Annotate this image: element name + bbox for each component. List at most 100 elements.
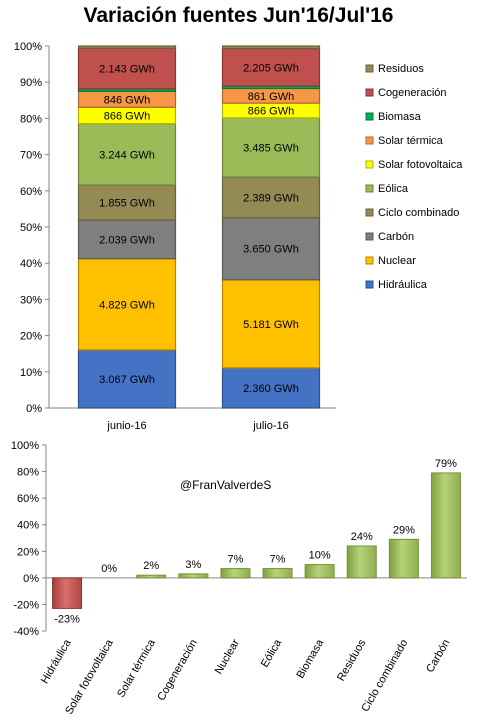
y-tick-label: 20% bbox=[20, 331, 42, 343]
segment-label: 3.485 GWh bbox=[243, 142, 299, 154]
data-label: 79% bbox=[435, 458, 457, 470]
bar-segment bbox=[77, 219, 177, 260]
data-label: 7% bbox=[270, 554, 286, 566]
variation-bar-chart: -40% -20% 0% 20% 40% 60% 80% 100% -23% Hidráulica… bbox=[11, 440, 467, 717]
legend-entry: Solar fotovoltaica bbox=[378, 159, 463, 171]
chart-title: Variación fuentes Jun'16/Jul'16 bbox=[83, 4, 394, 27]
x-category-label: junio-16 bbox=[106, 420, 146, 432]
legend-entry: Nuclear bbox=[378, 255, 416, 267]
y-tick-label: 10% bbox=[20, 367, 42, 379]
variation-bar bbox=[388, 538, 419, 579]
x-category-label: Hidráulica bbox=[39, 637, 74, 686]
y-tick-label: 60% bbox=[20, 186, 42, 198]
data-label: 29% bbox=[393, 524, 415, 536]
author-credit: @FranValverdeS bbox=[180, 478, 271, 492]
legend-entry: Solar térmica bbox=[378, 135, 444, 147]
bar-segment bbox=[221, 217, 321, 281]
segment-label: 866 GWh bbox=[248, 105, 294, 117]
segment-label: 3.244 GWh bbox=[99, 149, 155, 161]
data-label: 2% bbox=[143, 560, 159, 572]
x-category-label: Nuclear bbox=[213, 637, 243, 676]
bar-segment bbox=[221, 176, 321, 219]
variation-bar bbox=[304, 564, 335, 579]
x-category-label: Cogeneración bbox=[155, 638, 200, 703]
x-category-label: Residuos bbox=[335, 637, 369, 683]
legend-swatch bbox=[365, 88, 374, 97]
y-tick-label: 80% bbox=[20, 113, 42, 125]
y-tick-label: 40% bbox=[20, 258, 42, 270]
legend-entry: Biomasa bbox=[378, 111, 422, 123]
y-tick-label: 80% bbox=[17, 467, 39, 479]
data-label: 7% bbox=[227, 554, 243, 566]
legend-entry: Cogeneración bbox=[378, 87, 447, 99]
segment-label: 861 GWh bbox=[248, 91, 294, 103]
segment-label: 2.360 GWh bbox=[243, 383, 299, 395]
y-tick-label: 0% bbox=[23, 573, 39, 585]
variation-bar bbox=[220, 568, 251, 579]
x-category-label: Ciclo combinado bbox=[359, 638, 410, 714]
y-tick-label: 50% bbox=[20, 222, 42, 234]
x-category-label: Carbón bbox=[424, 638, 452, 675]
bar-segment bbox=[77, 47, 177, 90]
data-label: 3% bbox=[185, 559, 201, 571]
bar-segment bbox=[221, 117, 321, 178]
stacked-bar-chart: 0% 10% 20% 30% 40% 50% 60% 70% 80% 90% 100% 3.067 G… bbox=[14, 41, 463, 432]
segment-label: 846 GWh bbox=[104, 94, 150, 106]
y-tick-label: 100% bbox=[14, 41, 42, 53]
segment-label: 4.829 GWh bbox=[99, 299, 155, 311]
legend-entry: Hidráulica bbox=[378, 279, 428, 291]
legend-entry: Carbón bbox=[378, 231, 414, 243]
y-tick-label: -20% bbox=[13, 599, 39, 611]
segment-label: 2.143 GWh bbox=[99, 64, 155, 76]
y-tick-label: 100% bbox=[11, 440, 39, 452]
segment-label: 2.039 GWh bbox=[99, 234, 155, 246]
data-label: 0% bbox=[101, 563, 117, 575]
y-tick-label: 70% bbox=[20, 150, 42, 162]
variation-bar bbox=[346, 545, 377, 579]
segment-label: 866 GWh bbox=[104, 110, 150, 122]
y-tick-label: 0% bbox=[26, 403, 42, 415]
y-tick-label: 60% bbox=[17, 493, 39, 505]
bar-segment bbox=[221, 279, 321, 369]
legend-swatch bbox=[365, 184, 374, 193]
y-tick-label: 20% bbox=[17, 546, 39, 558]
variation-bar bbox=[178, 573, 209, 579]
segment-label: 1.855 GWh bbox=[99, 198, 155, 210]
data-label: 24% bbox=[351, 531, 373, 543]
segment-label: 5.181 GWh bbox=[243, 319, 299, 331]
legend-swatch bbox=[365, 208, 374, 217]
segment-label: 3.067 GWh bbox=[99, 374, 155, 386]
legend-swatch bbox=[365, 160, 374, 169]
x-category-label: Biomasa bbox=[294, 637, 326, 681]
variation-bar bbox=[430, 472, 461, 579]
legend-swatch bbox=[365, 136, 374, 145]
y-tick-label: 30% bbox=[20, 294, 42, 306]
legend-swatch bbox=[365, 232, 374, 241]
legend-swatch bbox=[365, 64, 374, 73]
bar-segment bbox=[221, 47, 321, 87]
bar-segment bbox=[77, 184, 177, 221]
bar-segment bbox=[221, 45, 321, 50]
legend-swatch bbox=[365, 256, 374, 265]
x-category-label: Solar térmica bbox=[115, 637, 158, 700]
x-category-label: Eólica bbox=[259, 637, 285, 670]
x-category-label: julio-16 bbox=[252, 420, 288, 432]
variation-bar bbox=[136, 574, 167, 579]
legend-entry: Residuos bbox=[378, 63, 424, 75]
legend-entry: Eólica bbox=[378, 183, 409, 195]
x-category-label: Solar fotovoltaica bbox=[63, 637, 116, 717]
legend-swatch bbox=[365, 280, 374, 289]
bar-segment bbox=[77, 123, 177, 186]
y-tick-label: -40% bbox=[13, 626, 39, 638]
bar-segment bbox=[77, 45, 177, 49]
variation-bar bbox=[262, 568, 293, 579]
variation-bar bbox=[52, 577, 83, 609]
segment-label: 2.205 GWh bbox=[243, 62, 299, 74]
legend-swatch bbox=[365, 112, 374, 121]
data-label: 10% bbox=[309, 550, 331, 562]
data-label: -23% bbox=[54, 613, 80, 625]
bar-segment bbox=[77, 349, 177, 409]
y-tick-label: 90% bbox=[20, 77, 42, 89]
y-tick-label: 40% bbox=[17, 520, 39, 532]
